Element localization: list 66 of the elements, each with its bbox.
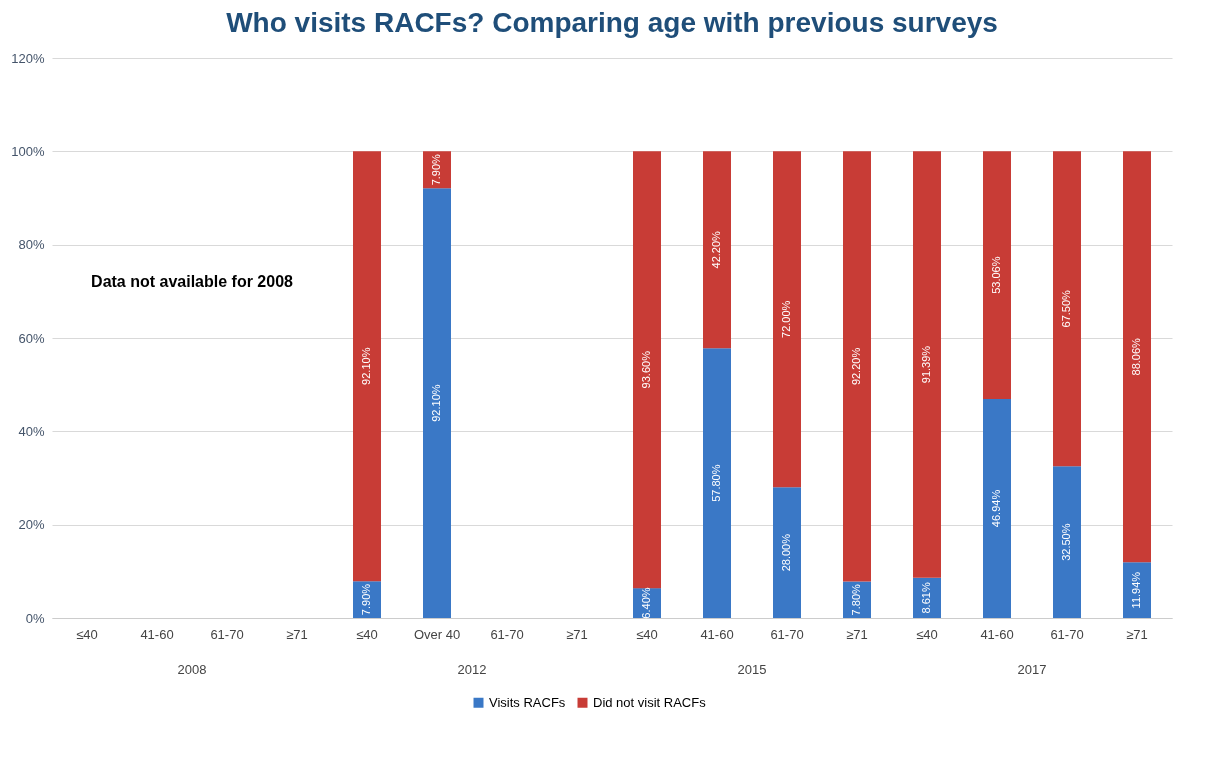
data-label: 57.80%	[710, 464, 722, 502]
data-label: 11.94%	[1130, 571, 1142, 609]
data-label: 28.00%	[780, 533, 792, 572]
x-tick-label: ≥71	[566, 626, 588, 642]
y-tick-label: 120%	[11, 50, 45, 66]
bar	[633, 151, 661, 589]
data-label: 8.61%	[920, 582, 932, 614]
bar	[1123, 151, 1151, 563]
bar	[1123, 562, 1151, 618]
y-tick-label: 0%	[25, 610, 45, 626]
data-label: 32.50%	[1060, 523, 1072, 561]
data-label: 92.10%	[360, 347, 372, 385]
data-label: 53.06%	[990, 256, 1002, 294]
x-tick-label: Over 40	[413, 626, 461, 642]
chart-title: Who visits RACFs? Comparing age with previous surveys	[226, 7, 998, 38]
data-label: 42.20%	[710, 230, 722, 269]
bar	[843, 151, 871, 582]
y-tick-label: 80%	[18, 237, 45, 253]
text: 2017	[1017, 662, 1047, 677]
x-tick-label: 41-60	[700, 626, 734, 642]
bar	[773, 487, 801, 618]
x-tick-label: ≥71	[846, 626, 868, 642]
data-label: 46.94%	[990, 489, 1002, 528]
bar	[983, 398, 1011, 618]
legend-label: Visits RACFs	[489, 694, 566, 710]
text: 2012	[457, 662, 487, 677]
x-tick-label: ≤40	[76, 626, 98, 642]
bar	[703, 151, 731, 349]
bar	[423, 188, 451, 618]
y-tick-label: 40%	[18, 423, 45, 439]
x-tick-label: ≤40	[916, 626, 938, 642]
data-label: 92.10%	[430, 384, 442, 422]
x-tick-label: 61-70	[770, 626, 804, 642]
x-tick-label: 61-70	[490, 626, 524, 642]
data-label: 72.00%	[780, 300, 792, 338]
bar	[1053, 151, 1081, 467]
data-label: 7.90%	[430, 153, 442, 186]
data-label: 6.40%	[640, 587, 652, 619]
data-label: 7.90%	[360, 583, 372, 616]
x-tick-label: ≥71	[286, 626, 308, 642]
y-tick-label: 100%	[11, 143, 45, 159]
legend-label: Did not visit RACFs	[593, 694, 707, 710]
bar	[913, 151, 941, 578]
x-tick-label: 61-70	[1050, 626, 1084, 642]
data-label: 7.80%	[850, 583, 862, 616]
text: 2008	[177, 662, 207, 677]
x-tick-label: 41-60	[140, 626, 174, 642]
data-label: 67.50%	[1060, 289, 1072, 328]
data-label: 88.06%	[1130, 337, 1142, 376]
data-label: 91.39%	[920, 345, 932, 384]
y-tick-label: 20%	[18, 517, 45, 533]
annotation: Data not available for 2008	[91, 273, 294, 290]
x-tick-label: ≥71	[1126, 626, 1148, 642]
data-label: 92.20%	[850, 347, 862, 386]
x-tick-label: 61-70	[210, 626, 244, 642]
bar	[983, 151, 1011, 399]
x-tick-label: ≤40	[356, 626, 378, 642]
x-tick-label: ≤40	[636, 626, 658, 642]
bar	[773, 151, 801, 488]
bar	[703, 348, 731, 618]
x-tick-label: 41-60	[980, 626, 1014, 642]
text: 2015	[737, 662, 767, 677]
bar	[353, 151, 381, 582]
bar	[1053, 466, 1081, 618]
y-tick-label: 60%	[18, 330, 45, 346]
data-label: 93.60%	[640, 350, 652, 389]
